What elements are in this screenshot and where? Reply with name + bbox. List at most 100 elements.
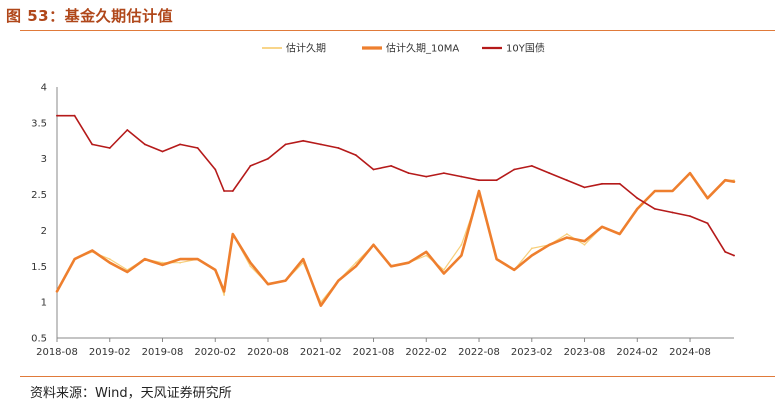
- x-tick-label: 2022-08: [458, 347, 500, 358]
- duration-10ma-point: [495, 258, 498, 260]
- treasury-10y-point: [706, 222, 709, 225]
- duration-10ma-point: [636, 208, 639, 210]
- treasury-10y-line: [56, 114, 735, 257]
- x-tick-label: 2021-08: [353, 347, 395, 358]
- treasury-10y-point: [460, 175, 463, 178]
- estimated-duration-point: [355, 261, 357, 264]
- duration-10ma-point: [144, 258, 146, 260]
- treasury-10y-point: [548, 172, 551, 175]
- duration-10ma-point: [671, 190, 674, 192]
- duration-10ma-point: [196, 258, 199, 260]
- treasury-10y-point: [618, 182, 621, 185]
- x-tick-label: 2020-02: [194, 347, 236, 358]
- duration-10ma-point: [108, 261, 111, 264]
- duration-10ma-point: [249, 261, 252, 264]
- x-tick-label: 2024-08: [669, 347, 711, 358]
- treasury-10y-point: [223, 190, 226, 192]
- treasury-10y-point: [733, 254, 735, 257]
- duration-10ma-point: [478, 190, 480, 192]
- treasury-10y-point: [689, 215, 691, 218]
- duration-10ma-point: [302, 258, 305, 260]
- estimated-duration-point: [566, 233, 568, 235]
- x-tick-label: 2022-02: [405, 347, 447, 358]
- duration-line-chart: 0.5 1 1.5 2 2.5 3 3.5 4 2018-08 2019-02 2019-08 202…: [31, 42, 736, 358]
- treasury-10y-point: [601, 182, 603, 185]
- duration-10ma-point: [513, 269, 516, 271]
- duration-10ma-line: [55, 171, 736, 308]
- duration-10ma-point: [223, 290, 226, 293]
- estimated-duration-point: [425, 254, 428, 257]
- treasury-10y-point: [407, 172, 410, 175]
- treasury-10y-point: [583, 186, 586, 189]
- x-tick-label: 2019-08: [142, 347, 184, 358]
- duration-10ma-point: [654, 190, 656, 192]
- y-tick-label: 3.5: [31, 118, 47, 129]
- duration-10ma-point: [337, 279, 340, 282]
- duration-10ma-point: [618, 233, 621, 235]
- duration-10ma-point: [706, 197, 709, 200]
- y-tick-label: 2.5: [31, 190, 47, 201]
- x-tick-label: 2018-08: [36, 347, 78, 358]
- duration-10ma-point: [56, 290, 58, 293]
- duration-10ma-point: [372, 243, 375, 246]
- treasury-10y-point: [144, 143, 146, 146]
- x-tick-label: 2023-02: [511, 347, 553, 358]
- y-tick-label: 2: [41, 226, 47, 237]
- x-tick-label: 2019-02: [89, 347, 131, 358]
- treasury-10y-point: [108, 147, 111, 149]
- y-tick-label: 3: [41, 154, 47, 165]
- duration-10ma-point: [179, 258, 182, 260]
- treasury-10y-point: [284, 143, 287, 146]
- source-rule: [20, 376, 775, 377]
- estimated-duration-point: [223, 294, 226, 296]
- treasury-10y-point: [495, 179, 498, 182]
- treasury-10y-point: [249, 165, 252, 167]
- treasury-10y-point: [91, 143, 94, 146]
- treasury-10y-point: [724, 251, 727, 253]
- duration-10ma-point: [91, 249, 94, 252]
- estimated-duration-point: [583, 243, 586, 246]
- treasury-10y-point: [56, 114, 58, 117]
- legend-label: 估计久期: [286, 42, 326, 55]
- duration-10ma-point: [548, 243, 551, 246]
- treasury-10y-point: [566, 179, 568, 182]
- duration-10ma-point: [355, 265, 357, 268]
- treasury-10y-point: [530, 165, 533, 167]
- treasury-10y-point: [513, 168, 516, 171]
- estimated-duration-line: [56, 172, 735, 303]
- treasury-10y-point: [355, 154, 357, 157]
- duration-10ma-point: [319, 304, 322, 307]
- y-tick-label: 1: [41, 298, 47, 309]
- y-tick-label: 1.5: [31, 262, 47, 273]
- duration-10ma-point: [214, 269, 217, 271]
- treasury-10y-point: [179, 143, 182, 146]
- treasury-10y-point: [214, 168, 217, 171]
- estimated-duration-point: [530, 247, 533, 250]
- title-rule: [20, 30, 775, 31]
- duration-10ma-point: [460, 254, 463, 257]
- duration-10ma-point: [443, 272, 445, 275]
- estimated-duration-point: [179, 261, 182, 264]
- y-tick-label: 4: [41, 83, 47, 94]
- duration-10ma-point: [733, 180, 735, 183]
- treasury-10y-point: [267, 157, 269, 160]
- x-tick-label: 2020-08: [247, 347, 289, 358]
- duration-10ma-point: [161, 264, 164, 266]
- estimated-duration-point: [249, 265, 252, 268]
- duration-10ma-point: [407, 261, 410, 264]
- duration-10ma-point: [530, 254, 533, 257]
- treasury-10y-point: [319, 143, 322, 146]
- treasury-10y-point: [161, 150, 164, 153]
- estimated-duration-point: [460, 243, 463, 246]
- x-tick-label: 2021-02: [300, 347, 342, 358]
- treasury-10y-point: [126, 129, 129, 131]
- legend-label: 估计久期_10MA: [386, 42, 459, 55]
- treasury-10y-point: [196, 147, 199, 149]
- treasury-10y-point: [390, 165, 392, 167]
- source-note: 资料来源：Wind，天风证券研究所: [30, 386, 232, 401]
- duration-10ma-point: [425, 251, 428, 253]
- treasury-10y-point: [478, 179, 480, 182]
- duration-10ma-point: [566, 236, 568, 239]
- duration-10ma-point: [601, 225, 603, 228]
- legend-label: 10Y国债: [506, 42, 545, 55]
